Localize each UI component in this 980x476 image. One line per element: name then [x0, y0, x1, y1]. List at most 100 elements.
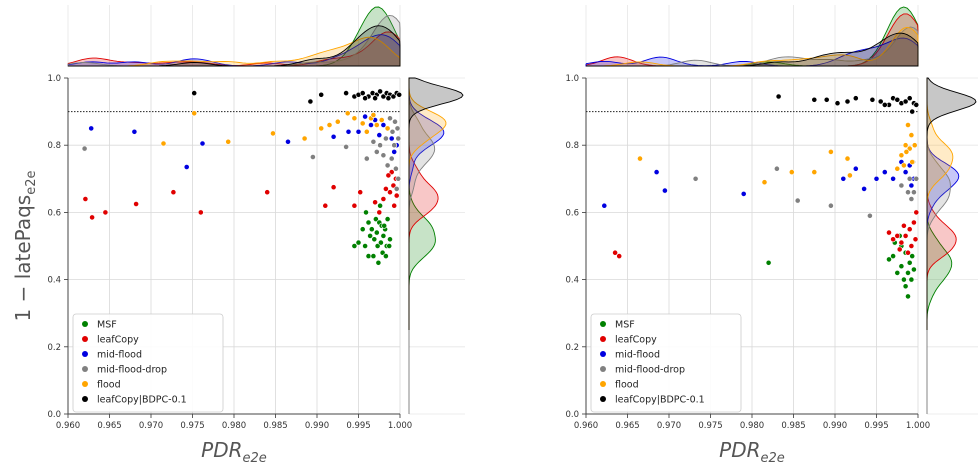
y-tick-label: 1.0	[565, 74, 579, 84]
data-point-3	[380, 152, 387, 159]
data-point-4	[908, 132, 915, 138]
data-point-3	[377, 142, 383, 149]
data-point-3	[391, 142, 398, 149]
data-point-5	[906, 95, 913, 102]
data-point-0	[886, 256, 892, 263]
data-point-2	[391, 148, 398, 155]
data-point-2	[330, 133, 337, 140]
data-point-4	[761, 179, 768, 186]
data-point-0	[373, 229, 380, 236]
legend-marker-0	[82, 321, 88, 327]
x-tick-label: 0.980	[740, 421, 764, 431]
data-point-0	[367, 232, 373, 239]
data-point-4	[344, 110, 351, 117]
data-point-0	[909, 253, 916, 259]
data-point-2	[890, 175, 896, 182]
data-point-0	[359, 226, 366, 233]
data-point-1	[896, 246, 903, 253]
data-point-1	[322, 202, 329, 209]
data-point-1	[351, 202, 358, 209]
data-point-3	[388, 155, 395, 162]
data-point-0	[901, 276, 907, 283]
x-tick-label: 0.970	[657, 421, 681, 431]
right-kde-5	[926, 77, 977, 330]
data-point-4	[370, 112, 377, 118]
data-point-0	[905, 293, 911, 300]
top-kde-5	[586, 32, 919, 67]
data-point-5	[811, 96, 818, 103]
x-tick-label: 0.965	[615, 421, 639, 431]
legend-box	[590, 313, 742, 413]
data-point-5	[909, 108, 916, 115]
data-point-5	[913, 102, 920, 108]
data-point-3	[343, 143, 349, 150]
data-point-1	[906, 226, 913, 233]
legend-label-0: MSF	[97, 320, 117, 331]
data-point-0	[905, 269, 911, 276]
data-point-3	[392, 118, 398, 125]
data-point-4	[301, 135, 308, 142]
data-point-3	[370, 138, 377, 145]
x-tick-label: 0.960	[574, 421, 598, 431]
data-point-0	[765, 259, 772, 266]
data-point-3	[382, 135, 389, 142]
data-point-5	[307, 98, 314, 105]
data-point-1	[612, 249, 618, 256]
data-point-4	[363, 128, 370, 135]
data-point-4	[378, 117, 385, 123]
data-point-4	[902, 142, 909, 149]
data-point-2	[368, 122, 374, 128]
data-point-1	[905, 249, 911, 256]
data-point-3	[387, 115, 393, 122]
data-point-1	[616, 253, 623, 259]
data-point-0	[902, 283, 909, 290]
data-point-4	[191, 110, 198, 117]
data-point-5	[823, 96, 830, 103]
data-point-5	[362, 95, 368, 102]
data-point-5	[834, 100, 841, 107]
data-point-3	[774, 165, 780, 172]
data-point-3	[794, 197, 801, 204]
data-point-3	[363, 155, 370, 162]
data-point-1	[393, 192, 400, 199]
data-point-5	[844, 98, 851, 105]
data-point-0	[355, 239, 362, 246]
data-point-4	[901, 162, 907, 169]
data-point-0	[898, 263, 905, 270]
x-axis-label-subscript: e2e	[243, 451, 267, 466]
data-point-3	[394, 125, 401, 132]
data-point-0	[370, 253, 377, 259]
y-tick-label: 0.4	[47, 276, 61, 286]
x-tick-label: 1.000	[906, 421, 930, 431]
right-kde-5	[408, 77, 464, 330]
data-point-0	[384, 216, 391, 222]
data-point-5	[390, 93, 397, 100]
data-point-2	[861, 185, 867, 192]
data-point-0	[380, 232, 387, 239]
data-point-2	[881, 169, 888, 175]
legend-marker-3	[600, 366, 606, 372]
data-point-3	[395, 135, 402, 142]
data-point-3	[911, 189, 917, 196]
data-point-1	[901, 222, 907, 229]
data-point-5	[318, 91, 325, 98]
y-tick-label: 0.0	[565, 410, 579, 420]
y-axis-label-subscript: e2e	[24, 171, 39, 195]
data-point-4	[351, 115, 358, 122]
data-point-1	[390, 182, 397, 189]
legend-marker-0	[600, 321, 606, 327]
top-kde-4	[586, 26, 919, 67]
data-point-1	[890, 236, 896, 243]
data-point-0	[908, 276, 915, 283]
legend-label-3: mid-flood-drop	[97, 365, 167, 376]
data-point-1	[894, 232, 901, 239]
legend-marker-5	[600, 396, 606, 402]
data-point-5	[775, 93, 782, 100]
data-point-5	[380, 93, 387, 100]
data-point-0	[379, 249, 386, 256]
data-point-1	[886, 229, 892, 236]
data-point-2	[873, 175, 880, 182]
y-tick-label: 1.0	[47, 74, 61, 84]
data-point-2	[840, 175, 847, 182]
data-point-3	[389, 128, 396, 135]
